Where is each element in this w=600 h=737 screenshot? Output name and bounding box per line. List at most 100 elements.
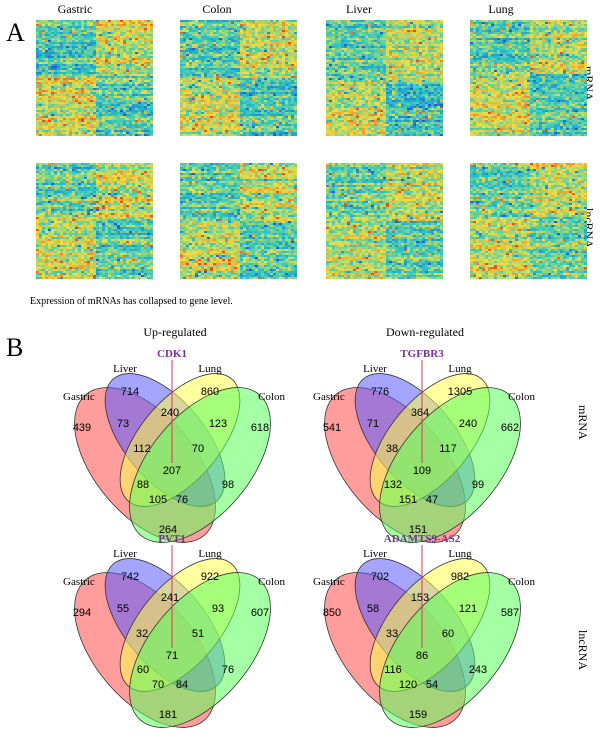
venn-count-glu: 60	[137, 664, 149, 676]
panel-a-caption: Expression of mRNAs has collapsed to gen…	[30, 296, 233, 307]
venn-count-guc: 70	[152, 679, 164, 691]
venn-count-l: 742	[121, 571, 139, 583]
venn-set-label-colon: Colon	[258, 576, 285, 588]
row-label-lncrna-b: lncRNA	[576, 630, 590, 670]
venn-count-glc: 47	[426, 494, 438, 506]
col-title-liver: Liver	[346, 2, 372, 16]
venn-count-lu: 364	[411, 407, 429, 419]
venn-count-uc: 121	[459, 603, 477, 615]
venn-count-glu: 88	[137, 479, 149, 491]
venn-set-label-gastric: Gastric	[63, 576, 95, 588]
venn-set-colon	[379, 387, 521, 543]
venn-count-u: 922	[201, 571, 219, 583]
venn-count-gc: 159	[409, 709, 427, 721]
venn-set-label-gastric: Gastric	[313, 576, 345, 588]
heatmap-graphic	[470, 20, 587, 136]
venn-count-gc: 181	[159, 709, 177, 721]
col-title-colon: Colon	[202, 2, 232, 16]
venn-count-all: 71	[166, 650, 178, 662]
venn-set-label-liver: Liver	[363, 548, 387, 560]
venn-count-gu: 38	[386, 443, 398, 455]
venn-count-c: 607	[251, 607, 269, 619]
col-title-up-regulated: Up-regulated	[143, 325, 207, 339]
heatmap-mrna-colon	[180, 20, 297, 136]
heatmap-mrna-gastric	[36, 20, 153, 136]
venn-count-uc: 240	[459, 418, 477, 430]
venn-count-gl: 71	[367, 418, 379, 430]
venn-set-label-colon: Colon	[508, 576, 535, 588]
venn-count-gl: 73	[117, 418, 129, 430]
heatmap-graphic	[326, 163, 443, 279]
venn-set-colon	[129, 387, 271, 543]
col-title-gastric: Gastric	[57, 2, 93, 16]
venn-count-all: 86	[416, 650, 428, 662]
venn-set-label-liver: Liver	[363, 363, 387, 375]
venn-graphic: Gastric Liver Lung Colon TGFBR3 541 776 1305 662…	[313, 348, 535, 543]
venn-set-colon	[379, 572, 521, 728]
heatmap-lncrna-lung	[470, 163, 587, 279]
venn-count-glu: 132	[384, 479, 402, 491]
venn-set-colon	[129, 572, 271, 728]
col-title-down-regulated: Down-regulated	[386, 325, 464, 339]
venn-count-lu: 241	[161, 592, 179, 604]
venn-count-glc: 84	[176, 679, 188, 691]
venn-graphic: Gastric Liver Lung Colon CDK1 439 714 860 618 73 2…	[63, 348, 285, 543]
venn-count-luc: 243	[469, 664, 487, 676]
venn-count-luc: 99	[472, 479, 484, 491]
venn-count-u: 982	[451, 571, 469, 583]
heatmap-lncrna-colon	[180, 163, 297, 279]
venn-set-label-gastric: Gastric	[313, 391, 345, 403]
venn-count-l: 702	[371, 571, 389, 583]
venn-count-c: 618	[251, 422, 269, 434]
venn-set-label-lung: Lung	[448, 548, 472, 560]
venn-count-g: 294	[73, 607, 91, 619]
venn-count-gc: 264	[159, 524, 177, 536]
venn-set-label-liver: Liver	[113, 548, 137, 560]
venn-count-l: 714	[121, 386, 139, 398]
venn-gene-label: CDK1	[157, 348, 187, 360]
panel-a-letter: A	[6, 18, 25, 47]
venn-count-gu: 112	[133, 443, 151, 455]
venn-count-u: 860	[201, 386, 219, 398]
venn-count-gc: 151	[409, 524, 427, 536]
venn-count-gl: 58	[367, 603, 379, 615]
venn-count-all: 207	[163, 465, 181, 477]
heatmap-graphic	[326, 20, 443, 136]
venn-count-luc: 76	[222, 664, 234, 676]
heatmap-graphic	[36, 20, 153, 136]
heatmap-lncrna-gastric	[36, 163, 153, 279]
heatmap-graphic	[180, 20, 297, 136]
venn-count-glc: 54	[426, 679, 438, 691]
venn-set-label-lung: Lung	[198, 363, 222, 375]
venn-count-guc: 120	[399, 679, 417, 691]
venn-up-mrna: Gastric Liver Lung Colon CDK1 439 714 860 618 73 2…	[55, 345, 295, 545]
heatmap-graphic	[470, 163, 587, 279]
venn-graphic: Gastric Liver Lung Colon PVT1 294 742 922 607 55 2…	[63, 533, 285, 728]
venn-count-glc: 76	[176, 494, 188, 506]
venn-count-guc: 105	[149, 494, 167, 506]
row-label-mrna-b: mRNA	[576, 405, 590, 440]
venn-count-c: 662	[501, 422, 519, 434]
venn-down-mrna: Gastric Liver Lung Colon TGFBR3 541 776 1305 662…	[305, 345, 545, 545]
venn-count-gl: 55	[117, 603, 129, 615]
venn-up-lncrna: Gastric Liver Lung Colon PVT1 294 742 922 607 55 2…	[55, 530, 295, 730]
venn-set-label-colon: Colon	[258, 391, 285, 403]
venn-count-lu: 153	[411, 592, 429, 604]
col-title-lung: Lung	[488, 2, 514, 16]
venn-count-guc: 151	[399, 494, 417, 506]
venn-count-g: 541	[323, 422, 341, 434]
venn-set-label-colon: Colon	[508, 391, 535, 403]
heatmap-mrna-lung	[470, 20, 587, 136]
venn-count-uc: 93	[212, 603, 224, 615]
venn-count-lu: 240	[161, 407, 179, 419]
venn-count-g: 850	[323, 607, 341, 619]
venn-count-gu: 32	[136, 628, 148, 640]
venn-set-label-gastric: Gastric	[63, 391, 95, 403]
venn-set-label-lung: Lung	[198, 548, 222, 560]
venn-count-c: 587	[501, 607, 519, 619]
venn-count-luc: 98	[222, 479, 234, 491]
venn-gene-label: ADAMTS9-AS2	[384, 533, 461, 545]
venn-gene-label: TGFBR3	[400, 348, 444, 360]
heatmap-graphic	[36, 163, 153, 279]
venn-count-lc: 117	[439, 443, 457, 455]
